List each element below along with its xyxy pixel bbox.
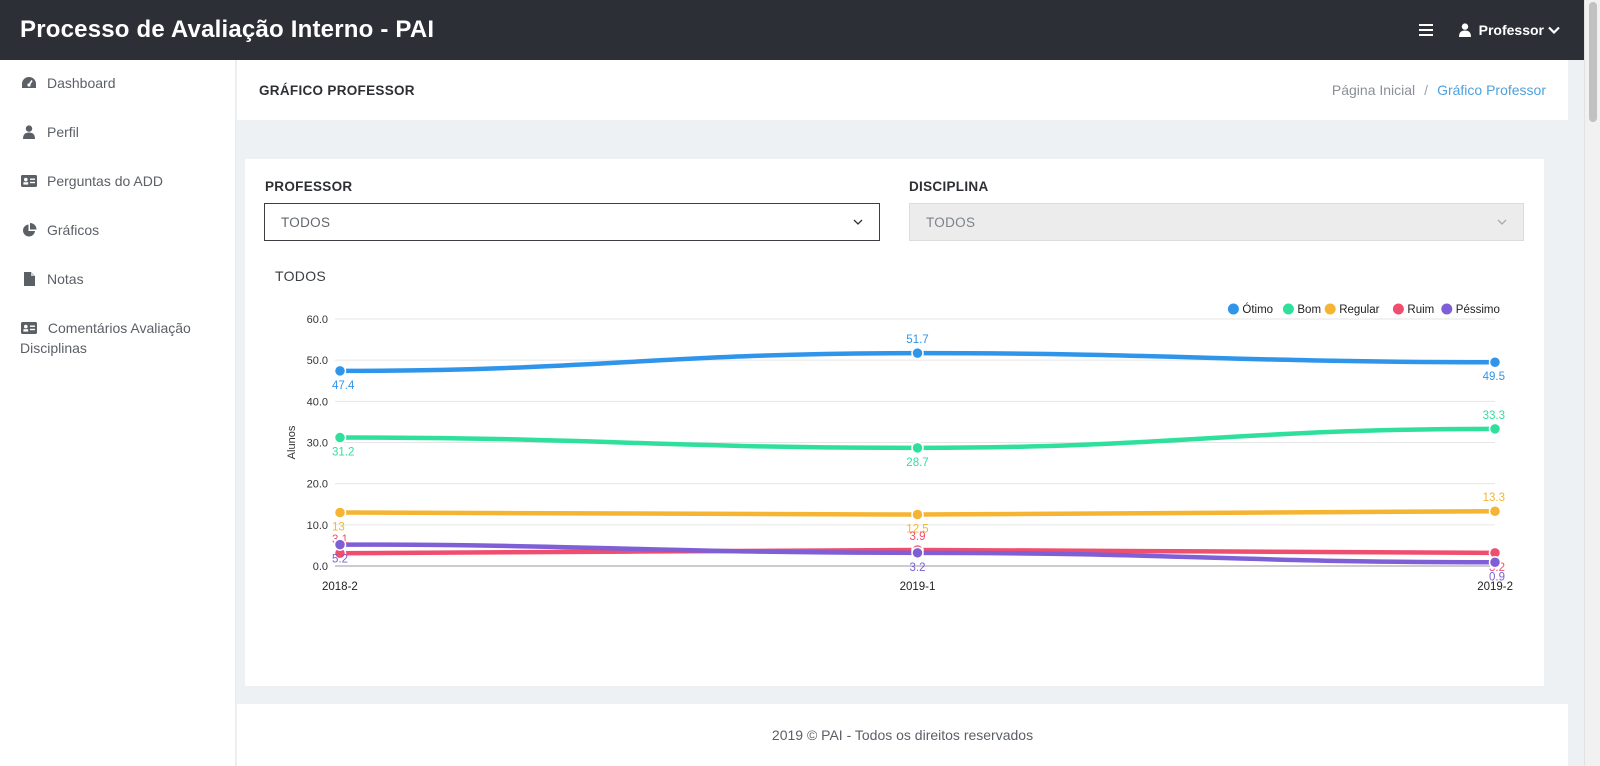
line-chart: 0.0 10.0 20.0 30.0 40.0 50.0 60.0 Alunos 2018-2 2… — [286, 303, 1513, 593]
professor-select[interactable]: TODOS — [264, 203, 880, 241]
disciplina-select: TODOS — [909, 203, 1524, 241]
legend-label: Bom — [1297, 304, 1321, 316]
chevron-down-icon — [1548, 26, 1560, 34]
data-label: 49.5 — [1483, 371, 1505, 383]
data-point — [911, 346, 924, 360]
legend-marker — [1441, 303, 1453, 315]
legend-label: Péssimo — [1456, 304, 1500, 316]
file-icon — [20, 269, 38, 289]
data-label: 12.5 — [906, 524, 928, 536]
y-tick-label: 0.0 — [313, 561, 328, 573]
data-point — [1488, 504, 1502, 518]
legend-marker — [1282, 303, 1294, 315]
chevron-down-icon — [1497, 219, 1507, 225]
legend-label: Regular — [1339, 304, 1379, 316]
data-point — [911, 508, 924, 521]
data-point — [1488, 422, 1502, 436]
app-title: Processo de Avaliação Interno - PAI — [20, 16, 435, 43]
legend-label: Ótimo — [1242, 303, 1273, 316]
footer: 2019 © PAI - Todos os direitos reservado… — [237, 704, 1568, 766]
y-tick-label: 20.0 — [307, 479, 328, 491]
scrollbar-thumb[interactable] — [1589, 2, 1597, 122]
data-label: 13.3 — [1483, 492, 1505, 504]
breadcrumb-home-link[interactable]: Página Inicial — [1331, 82, 1416, 98]
dashboard-icon — [20, 73, 38, 93]
sidebar-item-comentarios[interactable]: Comentários Avaliação Disciplinas — [0, 318, 236, 358]
y-tick-label: 50.0 — [307, 355, 328, 367]
sidebar-item-label: Comentários Avaliação Disciplinas — [20, 320, 191, 356]
data-label: 28.7 — [906, 457, 928, 469]
data-point — [911, 546, 924, 560]
chart-card: PROFESSOR TODOS DISCIPLINA TODOS TODOS 0… — [245, 159, 1544, 686]
sidebar-item-label: Dashboard — [47, 75, 116, 91]
breadcrumb-current: Gráfico Professor — [1437, 82, 1546, 98]
legend-label: Ruim — [1407, 304, 1434, 316]
x-tick-label: 2018-2 — [322, 581, 358, 593]
data-label: 31.2 — [332, 447, 354, 459]
y-axis-label: Alunos — [286, 425, 298, 459]
page-title: GRÁFICO PROFESSOR — [259, 82, 415, 98]
id-card-icon — [20, 171, 38, 191]
sidebar-item-perfil[interactable]: Perfil — [0, 122, 236, 142]
chevron-down-icon — [853, 219, 863, 225]
user-icon — [20, 122, 38, 142]
data-label: 33.3 — [1483, 410, 1505, 422]
legend-marker — [1227, 303, 1239, 315]
data-point — [1488, 355, 1502, 369]
sidebar-item-perguntas-add[interactable]: Perguntas do ADD — [0, 171, 236, 191]
y-tick-label: 40.0 — [307, 396, 328, 408]
sidebar: Dashboard Perfil Perguntas do ADD Gráfic… — [0, 60, 236, 766]
sidebar-item-label: Notas — [47, 271, 84, 287]
data-label: 47.4 — [332, 380, 355, 392]
footer-text: 2019 © PAI - Todos os direitos reservado… — [771, 727, 1034, 743]
sidebar-item-label: Perfil — [47, 124, 79, 140]
data-point — [911, 441, 924, 455]
y-tick-label: 60.0 — [307, 314, 328, 326]
sidebar-item-graficos[interactable]: Gráficos — [0, 220, 236, 240]
page-header: GRÁFICO PROFESSOR Página Inicial / Gráfi… — [237, 60, 1568, 120]
page-scrollbar[interactable] — [1584, 0, 1600, 766]
sidebar-item-dashboard[interactable]: Dashboard — [0, 73, 236, 93]
breadcrumb-separator: / — [1424, 82, 1429, 98]
data-label: 13 — [332, 521, 345, 533]
y-tick-label: 10.0 — [307, 520, 328, 532]
breadcrumb: Página Inicial / Gráfico Professor — [1332, 82, 1546, 98]
sidebar-item-label: Perguntas do ADD — [47, 173, 163, 189]
chart-subtitle: TODOS — [275, 268, 327, 284]
data-label: 0.9 — [1489, 571, 1505, 583]
pie-chart-icon — [20, 220, 38, 240]
disciplina-label: DISCIPLINA — [909, 179, 989, 194]
legend-marker — [1392, 303, 1404, 315]
data-label: 3.9 — [910, 531, 926, 543]
professor-label: PROFESSOR — [265, 179, 353, 194]
y-tick-label: 30.0 — [307, 438, 328, 450]
data-point — [1488, 556, 1502, 569]
data-label: 5.2 — [332, 554, 348, 566]
legend-marker — [1324, 303, 1336, 315]
sidebar-item-label: Gráficos — [47, 222, 100, 238]
id-card-icon — [20, 318, 38, 338]
x-tick-label: 2019-2 — [1477, 581, 1513, 593]
x-tick-label: 2019-1 — [900, 581, 936, 593]
user-menu-dropdown[interactable]: Professor — [1458, 22, 1568, 38]
data-label: 3.2 — [910, 562, 926, 574]
data-point — [333, 364, 347, 378]
user-icon — [1458, 23, 1471, 37]
user-menu-label: Professor — [1478, 22, 1544, 38]
data-point — [333, 431, 347, 444]
professor-select-value: TODOS — [281, 214, 331, 230]
data-point — [333, 506, 347, 519]
top-navbar: Processo de Avaliação Interno - PAI Prof… — [0, 0, 1584, 60]
sidebar-item-notas[interactable]: Notas — [0, 269, 236, 289]
disciplina-select-value: TODOS — [926, 214, 976, 230]
data-label: 51.7 — [906, 334, 928, 346]
menu-toggle-icon[interactable] — [1418, 24, 1433, 36]
data-point — [333, 538, 347, 551]
